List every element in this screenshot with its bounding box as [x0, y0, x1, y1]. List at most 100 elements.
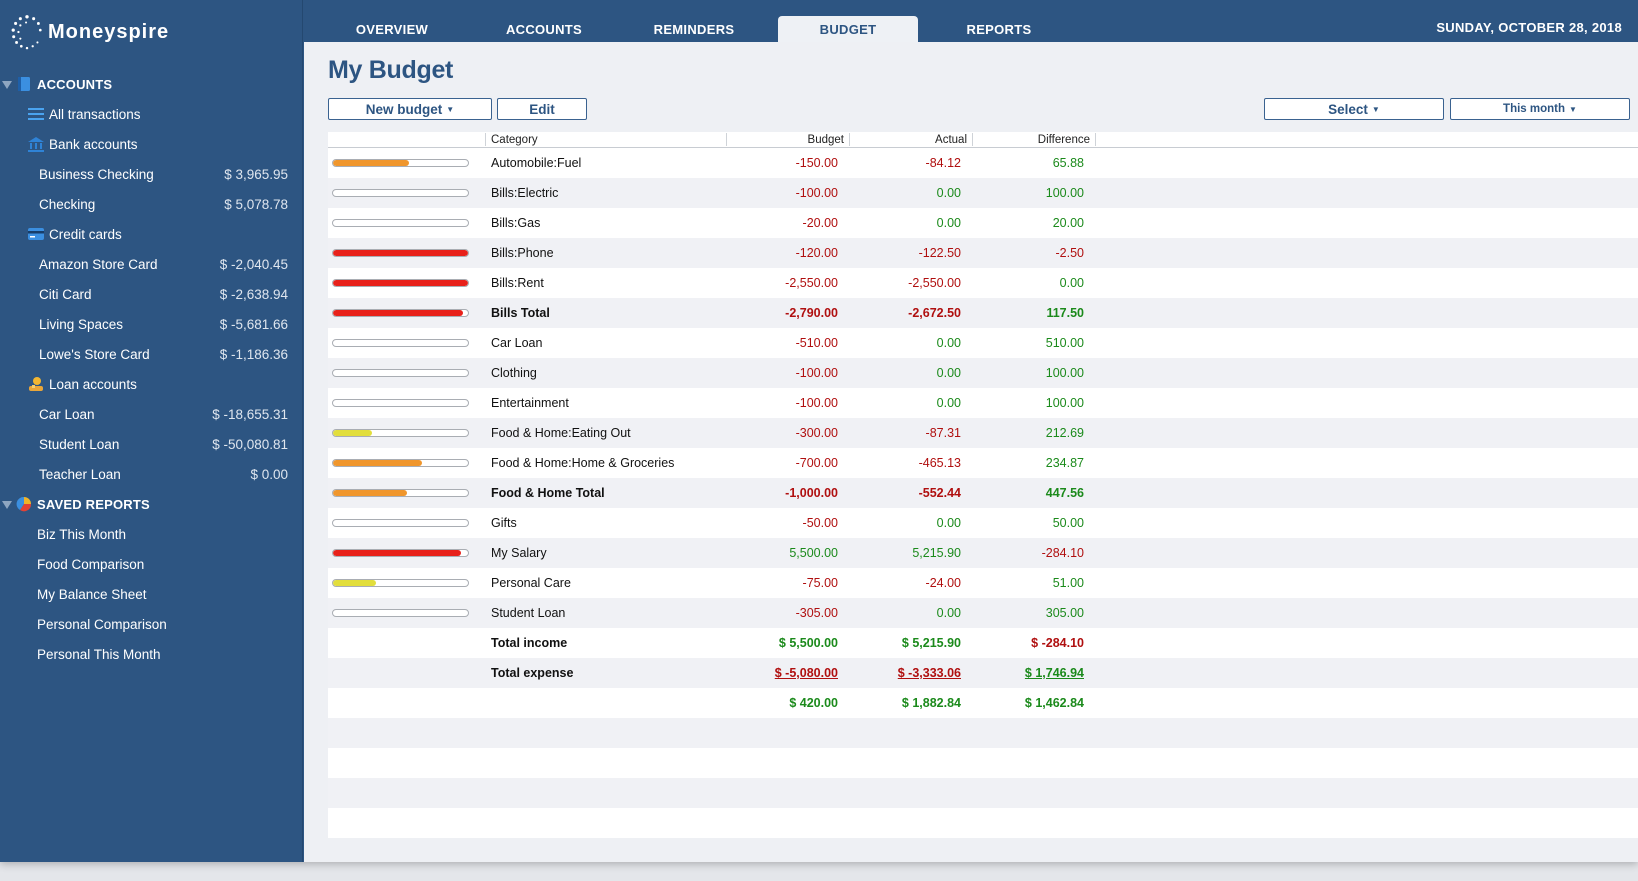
sidebar-account-living-spaces[interactable]: Living Spaces $ -5,681.66	[0, 309, 303, 339]
empty-row	[328, 718, 1638, 748]
sidebar-item-label: Bank accounts	[49, 136, 138, 152]
budget-progress-bar	[332, 609, 469, 617]
sidebar-account-checking[interactable]: Checking $ 5,078.78	[0, 189, 303, 219]
sidebar-item-loan-accounts[interactable]: Loan accounts	[0, 369, 303, 399]
disclosure-triangle-icon[interactable]	[2, 499, 12, 509]
empty-row	[328, 808, 1638, 838]
current-date: SUNDAY, OCTOBER 28, 2018	[1436, 20, 1622, 35]
budget-row-my-salary[interactable]: My Salary 5,500.00 5,215.90 -284.10	[328, 538, 1638, 568]
difference-amount: 510.00	[1045, 336, 1084, 350]
budget-row-gifts[interactable]: Gifts -50.00 0.00 50.00	[328, 508, 1638, 538]
disclosure-triangle-icon[interactable]	[2, 79, 12, 89]
select-dropdown[interactable]: Select ▼	[1264, 98, 1444, 120]
sidebar-report-my-balance-sheet[interactable]: My Balance Sheet	[0, 579, 303, 609]
empty-row	[328, 778, 1638, 808]
category-name: My Salary	[491, 546, 547, 560]
budget-row-clothing[interactable]: Clothing -100.00 0.00 100.00	[328, 358, 1638, 388]
sidebar-item-all-transactions[interactable]: All transactions	[0, 99, 303, 129]
column-header-difference[interactable]: Difference	[1037, 134, 1090, 146]
budget-row-food-home-total[interactable]: Food & Home Total -1,000.00 -552.44 447.56	[328, 478, 1638, 508]
sidebar-account-amazon-store-card[interactable]: Amazon Store Card $ -2,040.45	[0, 249, 303, 279]
budget-row-automobile-fuel[interactable]: Automobile:Fuel -150.00 -84.12 65.88	[328, 148, 1638, 178]
budget-amount: -100.00	[795, 366, 838, 380]
budget-amount: -120.00	[795, 246, 838, 260]
budget-row-student-loan[interactable]: Student Loan -305.00 0.00 305.00	[328, 598, 1638, 628]
sidebar-account-citi-card[interactable]: Citi Card $ -2,638.94	[0, 279, 303, 309]
budget-amount: -300.00	[795, 426, 838, 440]
report-name: Personal This Month	[37, 646, 161, 662]
dropdown-caret-icon: ▼	[1569, 104, 1577, 114]
budget-row-bills-rent[interactable]: Bills:Rent -2,550.00 -2,550.00 0.00	[328, 268, 1638, 298]
sidebar-account-teacher-loan[interactable]: Teacher Loan $ 0.00	[0, 459, 303, 489]
table-header: Category Budget Actual Difference	[328, 132, 1638, 148]
dropdown-caret-icon: ▼	[1371, 104, 1380, 114]
actual-amount: 0.00	[936, 516, 961, 530]
moneyspire-logo-icon	[11, 15, 42, 50]
column-header-actual[interactable]: Actual	[935, 134, 967, 146]
totals-row-net: $ 420.00 $ 1,882.84 $ 1,462.84	[328, 688, 1638, 718]
progress-fill	[333, 490, 408, 496]
budget-progress-bar	[332, 339, 469, 347]
account-name: Student Loan	[39, 436, 120, 452]
budget-row-bills-phone[interactable]: Bills:Phone -120.00 -122.50 -2.50	[328, 238, 1638, 268]
tab-overview[interactable]: OVERVIEW	[355, 21, 429, 37]
new-budget-button[interactable]: New budget ▼	[328, 98, 492, 120]
budget-row-car-loan[interactable]: Car Loan -510.00 0.00 510.00	[328, 328, 1638, 358]
budget-row-food-home-eating-out[interactable]: Food & Home:Eating Out -300.00 -87.31 212.6…	[328, 418, 1638, 448]
sidebar-account-student-loan[interactable]: Student Loan $ -50,080.81	[0, 429, 303, 459]
budget-amount: -100.00	[795, 396, 838, 410]
sidebar-account-lowes-store-card[interactable]: Lowe's Store Card $ -1,186.36	[0, 339, 303, 369]
sidebar-report-biz-this-month[interactable]: Biz This Month	[0, 519, 303, 549]
category-name: Gifts	[491, 516, 517, 530]
sidebar-account-car-loan[interactable]: Car Loan $ -18,655.31	[0, 399, 303, 429]
column-separator	[849, 133, 850, 146]
category-name: Personal Care	[491, 576, 571, 590]
actual-amount: 0.00	[936, 396, 961, 410]
table-body: Automobile:Fuel -150.00 -84.12 65.88 Bills:E…	[328, 148, 1638, 838]
total-actual-amount: $ -3,333.06	[897, 666, 961, 680]
budget-amount: -2,550.00	[785, 276, 838, 290]
sidebar-saved-reports-header[interactable]: SAVED REPORTS	[0, 489, 303, 519]
app-logo: Moneyspire	[8, 12, 178, 52]
account-name: Living Spaces	[39, 316, 124, 332]
sidebar-account-business-checking[interactable]: Business Checking $ 3,965.95	[0, 159, 303, 189]
column-separator	[972, 133, 973, 146]
tab-reminders[interactable]: REMINDERS	[653, 21, 735, 37]
budget-progress-bar	[332, 249, 469, 257]
actual-amount: 0.00	[936, 336, 961, 350]
actual-amount: 0.00	[936, 366, 961, 380]
difference-amount: 305.00	[1045, 606, 1084, 620]
tab-accounts[interactable]: ACCOUNTS	[505, 21, 583, 37]
budget-row-bills-electric[interactable]: Bills:Electric -100.00 0.00 100.00	[328, 178, 1638, 208]
sidebar-item-credit-cards[interactable]: Credit cards	[0, 219, 303, 249]
sidebar-accounts-header[interactable]: ACCOUNTS	[0, 69, 303, 99]
budget-row-entertainment[interactable]: Entertainment -100.00 0.00 100.00	[328, 388, 1638, 418]
sidebar-report-personal-this-month[interactable]: Personal This Month	[0, 639, 303, 669]
budget-row-bills-total[interactable]: Bills Total -2,790.00 -2,672.50 117.50	[328, 298, 1638, 328]
budget-progress-bar	[332, 579, 469, 587]
sidebar-item-bank-accounts[interactable]: Bank accounts	[0, 129, 303, 159]
dropdown-caret-icon: ▼	[446, 104, 455, 114]
total-difference-amount: $ 1,746.94	[1024, 666, 1084, 680]
column-header-budget[interactable]: Budget	[807, 134, 844, 146]
budget-progress-bar	[332, 489, 469, 497]
budget-row-bills-gas[interactable]: Bills:Gas -20.00 0.00 20.00	[328, 208, 1638, 238]
tab-budget[interactable]: BUDGET	[778, 16, 918, 42]
budget-row-food-home-home-groceries[interactable]: Food & Home:Home & Groceries -700.00 -465.…	[328, 448, 1638, 478]
period-dropdown[interactable]: This month ▼	[1450, 98, 1630, 120]
budget-table: Category Budget Actual Difference Automo…	[328, 132, 1638, 838]
tab-reports[interactable]: REPORTS	[966, 21, 1032, 37]
app-name: Moneyspire	[48, 20, 170, 43]
select-label: Select	[1328, 101, 1368, 117]
category-name: Automobile:Fuel	[491, 156, 582, 170]
difference-amount: 20.00	[1052, 216, 1084, 230]
budget-row-personal-care[interactable]: Personal Care -75.00 -24.00 51.00	[328, 568, 1638, 598]
actual-amount: -2,672.50	[908, 306, 961, 320]
column-header-category[interactable]: Category	[491, 134, 538, 146]
edit-budget-button[interactable]: Edit	[497, 98, 587, 120]
difference-amount: -2.50	[1055, 246, 1085, 260]
budget-amount: -510.00	[795, 336, 838, 350]
sidebar-report-personal-comparison[interactable]: Personal Comparison	[0, 609, 303, 639]
sidebar-report-food-comparison[interactable]: Food Comparison	[0, 549, 303, 579]
actual-amount: 0.00	[936, 186, 961, 200]
